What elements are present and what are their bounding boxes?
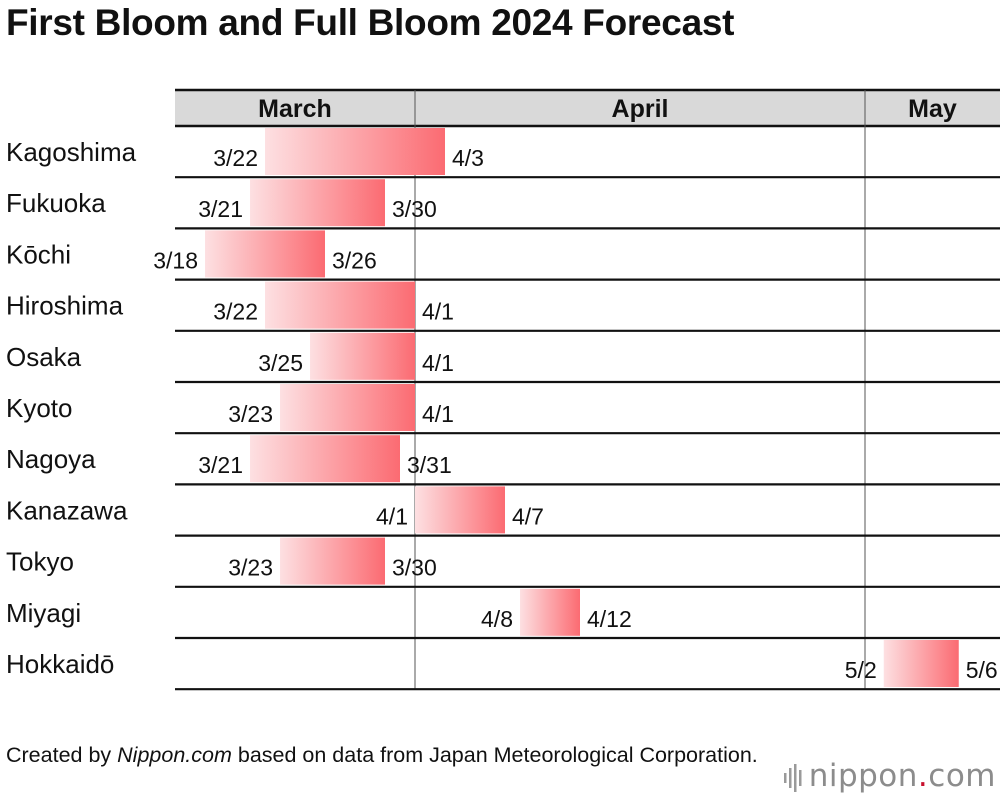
first-bloom-label: 5/2 (845, 657, 877, 683)
city-row: Tokyo 3/23 3/30 (6, 537, 1000, 588)
logo-name: nippon (808, 758, 918, 794)
first-bloom-label: 3/21 (198, 452, 243, 478)
city-label: Osaka (6, 342, 82, 372)
bloom-bar (520, 588, 580, 636)
first-bloom-label: 3/18 (153, 247, 198, 273)
city-row: Kyoto 3/23 4/1 (6, 384, 1000, 435)
bloom-bar (280, 384, 415, 431)
city-label: Kyoto (6, 393, 73, 423)
first-bloom-label: 3/21 (198, 196, 243, 222)
city-row: Miyagi 4/8 4/12 (6, 588, 1000, 640)
source-note: Created by Nippon.com based on data from… (6, 741, 758, 769)
bloom-bar (265, 128, 445, 175)
source-name: Nippon.com (117, 743, 232, 767)
city-row: Fukuoka 3/21 3/30 (6, 179, 1000, 230)
city-label: Miyagi (6, 598, 81, 628)
full-bloom-label: 4/12 (587, 606, 632, 632)
first-bloom-label: 4/8 (481, 606, 513, 632)
source-suffix: based on data from Japan Meteorological … (231, 743, 758, 767)
month-header: March April May (175, 88, 1000, 690)
month-label: April (612, 95, 669, 123)
bloom-bar (883, 640, 959, 687)
full-bloom-label: 3/26 (332, 247, 377, 273)
full-bloom-label: 3/31 (407, 452, 452, 478)
city-rows: Kagoshima 3/22 4/3 Fukuoka 3/21 3/30 Kōchi 3/18… (6, 128, 1000, 691)
first-bloom-label: 3/25 (258, 350, 303, 376)
first-bloom-label: 3/23 (228, 401, 273, 427)
first-bloom-label: 3/23 (228, 555, 273, 581)
bloom-bar (280, 537, 385, 585)
month-header-band (175, 90, 1000, 126)
city-row: Hiroshima 3/22 4/1 (6, 281, 1000, 332)
city-label: Kanazawa (6, 495, 128, 525)
city-row: Kagoshima 3/22 4/3 (6, 128, 1000, 179)
logo-tld: com (928, 758, 996, 794)
bloom-bar (415, 486, 505, 534)
city-row: Nagoya 3/21 3/31 (6, 435, 1000, 486)
city-label: Tokyo (6, 547, 74, 577)
sound-wave-icon (783, 763, 802, 792)
city-row: Osaka 3/25 4/1 (6, 332, 1000, 384)
month-label: March (258, 95, 332, 123)
full-bloom-label: 4/1 (422, 350, 454, 376)
city-label: Nagoya (6, 444, 96, 474)
nippon-logo: nippon.com (783, 758, 996, 794)
full-bloom-label: 5/6 (966, 657, 998, 683)
first-bloom-label: 3/22 (213, 299, 258, 325)
bloom-bar (265, 281, 415, 329)
city-label: Hokkaidō (6, 649, 114, 679)
full-bloom-label: 3/30 (392, 555, 437, 581)
city-row: Kanazawa 4/1 4/7 (6, 486, 1000, 537)
bloom-bar (250, 435, 400, 483)
bloom-bar (205, 230, 325, 278)
full-bloom-label: 4/1 (422, 401, 454, 427)
city-row: Kōchi 3/18 3/26 (6, 230, 1000, 281)
city-label: Hiroshima (6, 291, 124, 321)
full-bloom-label: 4/3 (452, 145, 484, 171)
bloom-chart: March April May Kagoshima 3/22 4/3 Fukuoka 3/2… (6, 88, 1000, 691)
chart-title: First Bloom and Full Bloom 2024 Forecast (6, 2, 735, 43)
logo-dot: . (917, 758, 929, 794)
city-label: Kōchi (6, 239, 71, 269)
city-label: Kagoshima (6, 137, 137, 167)
city-row: Hokkaidō 5/2 5/6 (6, 640, 1000, 691)
full-bloom-label: 4/7 (512, 503, 544, 529)
source-prefix: Created by (6, 743, 118, 767)
full-bloom-label: 3/30 (392, 196, 437, 222)
first-bloom-label: 4/1 (376, 503, 408, 529)
city-label: Fukuoka (6, 188, 106, 218)
bloom-bar (250, 179, 385, 227)
month-label: May (908, 95, 957, 123)
bloom-bar (310, 332, 415, 380)
full-bloom-label: 4/1 (422, 299, 454, 325)
first-bloom-label: 3/22 (213, 145, 258, 171)
